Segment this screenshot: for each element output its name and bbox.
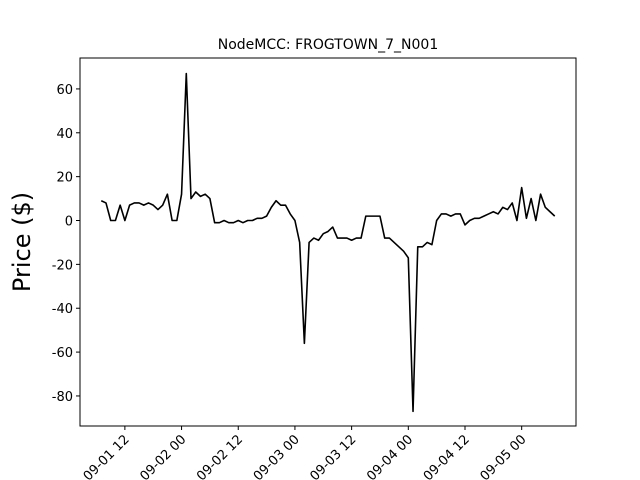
y-tick-label: -60 [52,346,73,361]
y-tick-label: -20 [52,258,73,273]
y-tick-label: -80 [52,390,73,405]
price-line [100,72,556,413]
y-tick-label: 0 [65,215,73,230]
y-tick-label: 40 [56,127,73,142]
y-tick-label: -40 [52,302,73,317]
chart-title: NodeMCC: FROGTOWN_7_N001 [218,37,438,53]
y-axis-label: Price ($) [8,192,36,292]
y-tick-label: 20 [56,171,73,186]
plot-frame [79,57,577,427]
y-tick-label: 60 [56,83,73,98]
